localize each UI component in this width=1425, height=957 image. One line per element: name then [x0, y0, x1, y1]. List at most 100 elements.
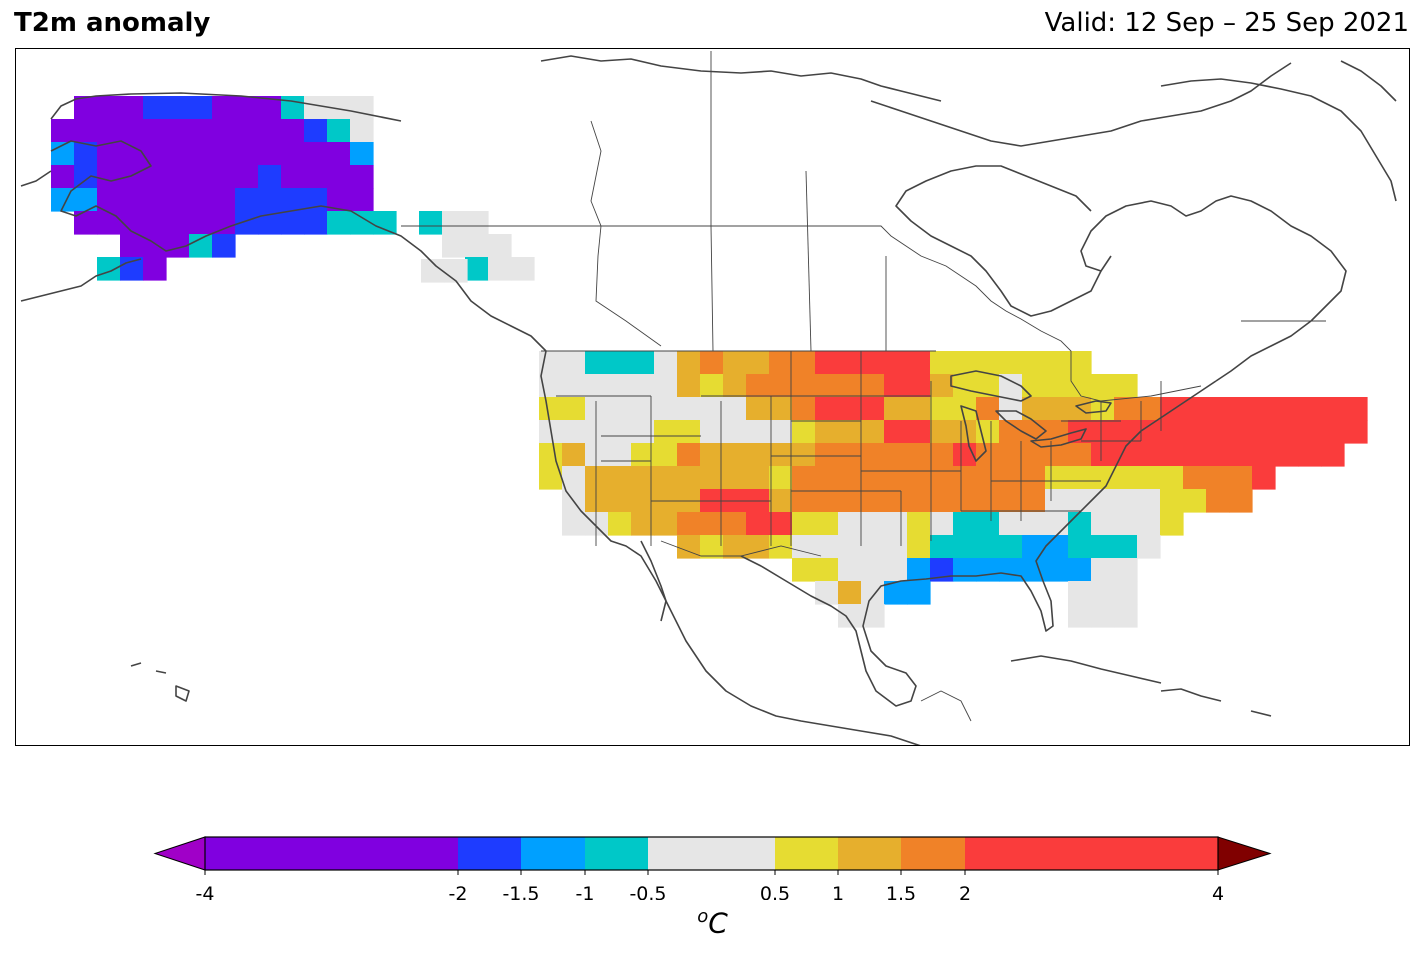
- anomaly-cell: [1091, 443, 1115, 467]
- anomaly-cell: [999, 397, 1023, 421]
- anomaly-cell: [304, 142, 328, 166]
- anomaly-cell: [281, 96, 305, 120]
- coastline-west: [540, 350, 921, 745]
- anomaly-cell: [700, 397, 724, 421]
- anomaly-cell: [1252, 466, 1276, 490]
- anomaly-cell: [654, 420, 678, 444]
- anomaly-cell: [1022, 397, 1046, 421]
- anomaly-cell: [539, 397, 563, 421]
- anomaly-cell: [654, 443, 678, 467]
- anomaly-cell: [212, 211, 236, 235]
- anomaly-cell: [189, 165, 213, 189]
- anomaly-cell: [953, 374, 977, 398]
- anomaly-cell: [281, 188, 305, 212]
- anomaly-cell: [281, 211, 305, 235]
- anomaly-cell: [1114, 558, 1138, 582]
- anomaly-cell: [258, 142, 282, 166]
- anomaly-cell: [654, 466, 678, 490]
- anomaly-cell: [1045, 374, 1069, 398]
- anomaly-cell: [953, 558, 977, 582]
- anomaly-cell: [1114, 443, 1138, 467]
- anomaly-cell: [838, 374, 862, 398]
- anomaly-cell: [1252, 443, 1276, 467]
- anomaly-cell: [838, 420, 862, 444]
- coastline-alaska-south: [50, 140, 547, 352]
- coastline-canada-east: [1080, 195, 1347, 382]
- anomaly-cell: [999, 420, 1023, 444]
- anomaly-cell: [769, 351, 793, 375]
- anomaly-cell: [539, 443, 563, 467]
- colorbar-tick-label: -0.5: [629, 883, 666, 900]
- anomaly-cell: [465, 257, 489, 281]
- anomaly-cell: [1091, 489, 1115, 513]
- colorbar-bin: [901, 837, 965, 870]
- anomaly-cell: [838, 558, 862, 582]
- anomaly-cell: [631, 397, 655, 421]
- anomaly-cell: [350, 142, 374, 166]
- anomaly-cell: [1114, 374, 1138, 398]
- anomaly-cell: [930, 443, 954, 467]
- anomaly-cell: [1068, 489, 1092, 513]
- coastline-alaska-north: [50, 92, 402, 122]
- anomaly-cell: [861, 420, 885, 444]
- anomaly-cell: [1229, 420, 1253, 444]
- anomaly-cell: [930, 420, 954, 444]
- anomaly-cell: [976, 558, 1000, 582]
- anomaly-cell: [304, 119, 328, 143]
- anomaly-cell: [861, 558, 885, 582]
- anomaly-cell: [120, 165, 144, 189]
- anomaly-cell: [585, 466, 609, 490]
- anomaly-cell: [166, 188, 190, 212]
- anomaly-cell: [1022, 489, 1046, 513]
- anomaly-cell: [1160, 443, 1184, 467]
- anomaly-cell: [884, 351, 908, 375]
- anomaly-cell: [838, 397, 862, 421]
- anomaly-cell: [1022, 512, 1046, 536]
- anomaly-cell: [815, 581, 839, 605]
- coastline-puerto-rico: [1250, 710, 1272, 717]
- anomaly-cell: [281, 119, 305, 143]
- anomaly-cell: [1022, 535, 1046, 559]
- anomaly-cell: [1068, 443, 1092, 467]
- anomaly-cell: [1275, 443, 1299, 467]
- anomaly-cell: [815, 397, 839, 421]
- anomaly-cell: [1183, 443, 1207, 467]
- colorbar-tick-label: 0.5: [760, 883, 790, 900]
- anomaly-cell: [907, 420, 931, 444]
- anomaly-cell: [304, 211, 328, 235]
- anomaly-cell: [143, 188, 167, 212]
- anomaly-cell: [1114, 466, 1138, 490]
- anomaly-cell: [930, 374, 954, 398]
- anomaly-cell: [861, 512, 885, 536]
- anomaly-cell: [212, 142, 236, 166]
- anomaly-cell: [1137, 489, 1161, 513]
- anomaly-cell: [212, 234, 236, 258]
- anomaly-cell: [235, 119, 259, 143]
- anomaly-cell: [1091, 466, 1115, 490]
- anomaly-cell: [488, 234, 512, 258]
- anomaly-cell: [884, 397, 908, 421]
- anomaly-cell: [1091, 374, 1115, 398]
- coastlines: [20, 55, 1397, 745]
- anomaly-cell: [792, 512, 816, 536]
- anomaly-cell: [746, 512, 770, 536]
- anomaly-cell: [1160, 466, 1184, 490]
- anomaly-cell: [631, 489, 655, 513]
- anomaly-cell: [1160, 512, 1184, 536]
- anomaly-cell: [815, 420, 839, 444]
- colorbar-tick-label: -4: [196, 883, 215, 900]
- anomaly-cell: [608, 397, 632, 421]
- anomaly-cell: [1114, 397, 1138, 421]
- anomaly-cell: [700, 420, 724, 444]
- anomaly-cell: [608, 489, 632, 513]
- anomaly-cell: [1252, 397, 1276, 421]
- anomaly-cell: [723, 535, 747, 559]
- anomaly-cell: [700, 374, 724, 398]
- anomaly-cell: [1344, 420, 1368, 444]
- anomaly-cell: [907, 466, 931, 490]
- anomaly-cell: [1045, 351, 1069, 375]
- anomaly-cell: [350, 165, 374, 189]
- anomaly-cell: [976, 374, 1000, 398]
- anomaly-cell: [861, 397, 885, 421]
- border-central-america: [920, 690, 972, 722]
